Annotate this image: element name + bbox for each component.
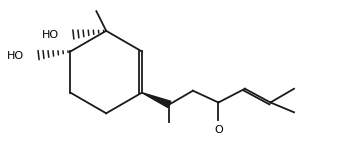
Polygon shape <box>142 93 171 108</box>
Text: HO: HO <box>7 51 24 61</box>
Text: O: O <box>214 125 223 135</box>
Text: HO: HO <box>42 30 59 40</box>
